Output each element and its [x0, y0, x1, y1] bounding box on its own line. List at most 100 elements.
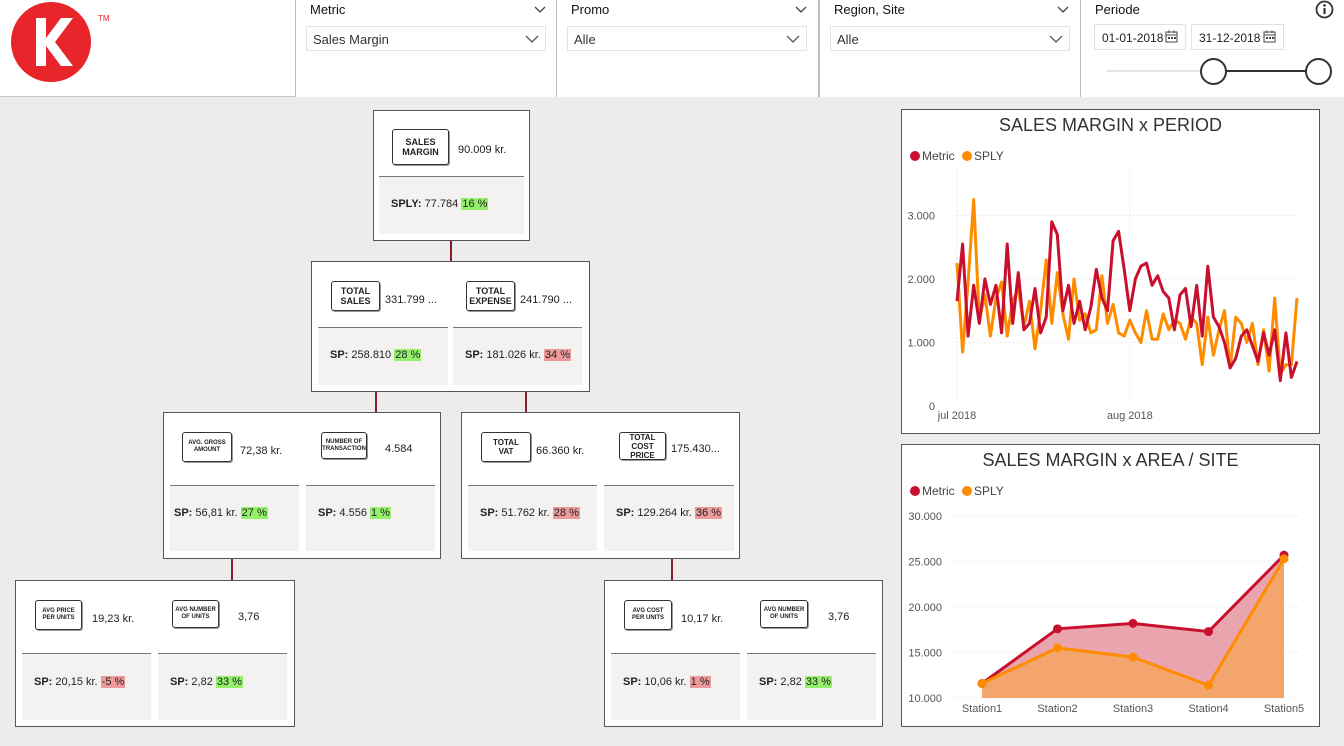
sp-pct-badge: 36 % [694, 507, 722, 519]
period-line-chart[interactable]: SALES MARGIN x PERIOD Metric SPLY 0 1.000… [901, 109, 1320, 434]
vat-cost-card[interactable]: TOTAL VAT 66.360 kr. TOTAL COST PRICE 175.… [461, 412, 740, 559]
total-sales-tag: TOTAL SALES [331, 281, 380, 311]
data-point-metric [1128, 618, 1138, 628]
sales-margin-sply-pane: SPLY: 77.784 16 % [379, 176, 524, 234]
avg-units-sp-pane: SP: 2,82 33 % [747, 653, 876, 720]
data-point-sply [1279, 554, 1289, 564]
area-site-chart[interactable]: SALES MARGIN x AREA / SITE Metric SPLY 1… [901, 444, 1320, 727]
start-date-value: 01-01-2018 [1102, 31, 1164, 45]
avg-cost-per-units-tag: AVG COST PER UNITS [624, 600, 672, 630]
avg-number-of-units-tag: AVG NUMBER OF UNITS [172, 600, 219, 628]
sp-pct-badge: -5 % [100, 676, 126, 688]
chevron-down-icon[interactable] [533, 2, 547, 16]
avg-units-sp-pane: SP: 2,82 33 % [158, 653, 287, 720]
sp-value: 129.264 kr. [637, 507, 692, 519]
legend-item-sply[interactable]: SPLY [962, 484, 1004, 498]
cost-units-card[interactable]: AVG COST PER UNITS 10,17 kr. AVG NUMBER OF… [604, 580, 883, 727]
chevron-down-icon [1049, 35, 1063, 43]
total-cost-price-tag: TOTAL COST PRICE [619, 432, 666, 460]
tree-connector [450, 240, 452, 262]
sales-margin-card[interactable]: SALES MARGIN 90.009 kr. SPLY: 77.784 16 % [373, 110, 530, 241]
series-line-sply [955, 198, 1299, 376]
chevron-down-icon[interactable] [1056, 2, 1070, 16]
area-chart-plot: 10.000 15.000 20.000 25.000 30.000 Station1 St… [908, 511, 1304, 715]
x-tick-label: Station4 [1188, 703, 1228, 715]
sp-label: SP: [170, 676, 189, 688]
y-tick-label: 25.000 [908, 557, 942, 569]
sp-value: 181.026 kr. [486, 349, 541, 361]
y-tick-label: 20.000 [908, 602, 942, 614]
sp-label: SP: [318, 507, 337, 519]
legend-item-metric[interactable]: Metric [910, 484, 955, 498]
calendar-icon[interactable] [1263, 30, 1276, 43]
total-vat-tag: TOTAL VAT [481, 432, 531, 462]
data-point-sply [1128, 652, 1138, 662]
total-cost-price-value: 175.430... [671, 443, 720, 455]
sp-value: 258.810 [351, 349, 392, 361]
legend-item-metric[interactable]: Metric [910, 149, 955, 163]
series-line-metric [955, 220, 1299, 383]
period-slider-start-handle[interactable] [1200, 58, 1227, 85]
sply-label: SPLY: [391, 198, 422, 210]
sp-value: 20,15 kr. [55, 676, 98, 688]
sp-value: 51.762 kr. [501, 507, 550, 519]
avg-cost-sp-pane: SP: 10,06 kr. 1 % [611, 653, 740, 720]
avg-gross-sp-pane: SP: 56,81 kr. 27 % [170, 485, 299, 551]
sp-label: SP: [759, 676, 778, 688]
end-date-value: 31-12-2018 [1199, 31, 1261, 45]
data-point-sply [1204, 680, 1213, 690]
x-tick-label: Station3 [1113, 703, 1153, 715]
sp-pct-badge: 33 % [804, 676, 832, 688]
data-point-metric [1204, 627, 1213, 637]
avg-gross-amount-tag: AVG. GROSS AMOUNT [182, 432, 232, 462]
total-cost-sp-pane: SP: 129.264 kr. 36 % [604, 485, 734, 551]
period-slider-end-handle[interactable] [1305, 58, 1332, 85]
sp-label: SP: [480, 507, 499, 519]
y-tick-label: 0 [929, 401, 935, 413]
total-vat-sp-pane: SP: 51.762 kr. 28 % [468, 485, 597, 551]
tree-connector [671, 558, 673, 580]
number-of-transaction-tag: NUMBER OF TRANSACTION [321, 432, 367, 459]
metric-slicer-title: Metric [310, 2, 346, 17]
gross-transaction-card[interactable]: AVG. GROSS AMOUNT 72,38 kr. NUMBER OF TRAN… [163, 412, 441, 559]
sales-expense-card[interactable]: TOTAL SALES 331.799 ... TOTAL EXPENSE 241.… [311, 261, 590, 392]
region-dropdown[interactable]: Alle [830, 26, 1070, 51]
avg-gross-amount-value: 72,38 kr. [240, 445, 283, 457]
chevron-down-icon[interactable] [794, 2, 808, 16]
number-of-transaction-value: 4.584 [385, 443, 413, 455]
tree-connector [231, 558, 233, 580]
total-expense-sp-pane: SP: 181.026 kr. 34 % [453, 327, 582, 385]
sp-pct-badge: 33 % [215, 676, 243, 688]
metric-dropdown-value: Sales Margin [313, 32, 389, 47]
info-icon[interactable] [1315, 0, 1334, 19]
chart-title: SALES MARGIN x PERIOD [998, 115, 1223, 135]
tree-connector [525, 391, 527, 413]
calendar-icon[interactable] [1165, 30, 1178, 43]
legend-item-sply[interactable]: SPLY [962, 149, 1004, 163]
sp-pct-badge: 28 % [552, 507, 580, 519]
avg-number-of-units-tag: AVG NUMBER OF UNITS [760, 600, 808, 628]
region-dropdown-value: Alle [837, 32, 859, 47]
sales-margin-tag: SALES MARGIN [392, 129, 449, 165]
total-expense-tag: TOTAL EXPENSE [466, 281, 515, 311]
sp-label: SP: [616, 507, 635, 519]
avg-number-of-units-value: 3,76 [238, 611, 260, 623]
total-vat-value: 66.360 kr. [536, 445, 585, 457]
sp-value: 2,82 [780, 676, 802, 688]
legend-swatch [910, 486, 920, 496]
sply-pct-badge: 16 % [461, 198, 489, 210]
sp-label: SP: [174, 507, 193, 519]
sp-value: 4.556 [339, 507, 367, 519]
sp-label: SP: [330, 349, 349, 361]
sp-value: 56,81 kr. [195, 507, 238, 519]
start-date-input[interactable]: 01-01-2018 [1094, 24, 1186, 50]
y-tick-label: 3.000 [907, 210, 935, 222]
metric-dropdown[interactable]: Sales Margin [306, 26, 546, 51]
periode-slicer-title: Periode [1095, 2, 1140, 17]
region-slicer-title: Region, Site [834, 2, 905, 17]
promo-dropdown[interactable]: Alle [567, 26, 807, 51]
x-tick-label: Station2 [1037, 703, 1077, 715]
legend-label: Metric [922, 149, 955, 163]
price-units-card[interactable]: AVG PRICE PER UNITS 19,23 kr. AVG NUMBER O… [15, 580, 295, 727]
end-date-input[interactable]: 31-12-2018 [1191, 24, 1284, 50]
